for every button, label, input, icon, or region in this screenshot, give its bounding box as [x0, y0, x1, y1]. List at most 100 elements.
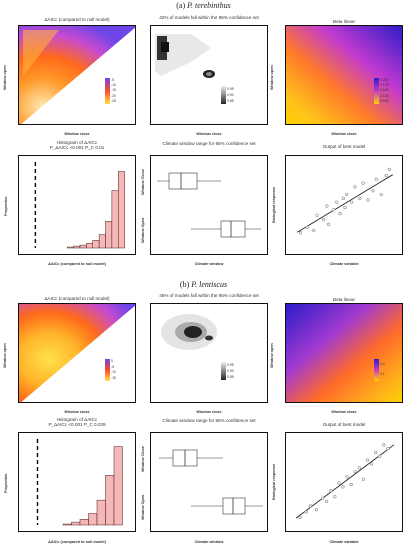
aicc-legend: 0 -5 -10 -15: [105, 359, 116, 381]
scatter-point: [314, 508, 319, 512]
scatter-point: [387, 167, 392, 171]
window-title: Climate window range for 95% confidence …: [162, 418, 256, 423]
hist-bar: [111, 190, 119, 249]
conf-title: 42% of models fall within the 95% confid…: [159, 15, 259, 20]
climate-variable-label: Climate variable: [329, 262, 359, 266]
scatter-point: [357, 466, 361, 470]
beta-heatmap: 0.200 0.175 0.150 0.125 0.100: [285, 25, 403, 125]
hist-xlabel: ΔAICc (compared to null model): [48, 262, 106, 266]
best-panel-a: [285, 155, 403, 255]
window-open-label: Window open: [3, 343, 7, 368]
window-open-axis-label: Window Open: [141, 217, 145, 243]
scatter-point: [361, 181, 365, 185]
window-title: Climate window range for 95% confidence …: [162, 141, 256, 146]
best-title: Output of best model: [322, 422, 366, 427]
species-name: P. lentiscus: [191, 280, 228, 289]
scatter-point: [320, 496, 325, 500]
hist-bar: [67, 246, 74, 249]
window-close-label: Window close: [64, 410, 90, 414]
aicc-legend: -5 -10 -15 -20 -25: [105, 78, 116, 104]
aicc-title: ΔAICc (compared to null model): [44, 296, 110, 301]
hist-bar: [73, 245, 81, 249]
hist-bar: [71, 521, 81, 526]
hist-panel-a: [18, 155, 136, 255]
hist-bar: [88, 513, 98, 526]
scatter-point: [326, 222, 331, 226]
scatter-point: [298, 231, 303, 235]
beta-title: Beta linear: [333, 19, 355, 24]
window-open-label: Window open: [3, 65, 7, 90]
beta-heatmap: 0.2 0.1: [285, 303, 403, 403]
aicc-title: ΔAICc (compared to null model): [44, 17, 110, 22]
scatter-point: [329, 489, 333, 493]
window-close-label: Window close: [196, 410, 222, 414]
scatter-point: [345, 475, 349, 479]
scatter-point: [345, 192, 349, 197]
scatter-point: [365, 458, 370, 462]
conf-heatmap: 0.95 0.90 0.85: [150, 25, 268, 125]
aicc-heatmap: 0 -5 -10 -15: [18, 303, 136, 403]
proportion-label: Proportion: [4, 473, 8, 493]
fit-line: [297, 174, 393, 233]
scatter-point: [304, 510, 308, 514]
climate-window-label: Climate window: [194, 540, 224, 544]
hist-bar: [105, 220, 113, 249]
scatter-point: [312, 228, 316, 233]
hist-bar: [92, 240, 100, 249]
window-close-axis-label: Window Close: [141, 446, 145, 472]
scatter-point: [349, 200, 354, 204]
hist-bar: [62, 523, 72, 526]
window-panel-a: [150, 155, 268, 255]
scatter-point: [374, 177, 378, 181]
window-open-label: Window open: [270, 65, 274, 90]
scatter-point: [325, 204, 329, 208]
hist-bar: [79, 519, 89, 526]
scatter-point: [349, 482, 353, 487]
hist-bar: [113, 446, 123, 526]
scatter-point: [371, 189, 375, 193]
bio-response-label: Biological response: [272, 463, 276, 500]
conf-title: 46% of models fall within the 95% confid…: [159, 293, 259, 298]
hist-bar: [105, 475, 115, 526]
bio-response-label: Biological response: [272, 186, 276, 223]
scatter-point: [358, 196, 362, 200]
conf-legend: 0.95 0.90 0.85: [221, 86, 234, 104]
scatter-point: [366, 198, 370, 202]
section-b-title: (b) P. lentiscus: [179, 280, 228, 289]
scatter-point: [335, 200, 339, 204]
scatter-point: [325, 499, 329, 503]
scatter-point: [341, 485, 345, 489]
hist-title: Histogram of ΔAICc P_ΔAICc <0.001 P_C 0.0…: [48, 417, 106, 428]
climate-variable-label: Climate variable: [329, 540, 359, 544]
scatter-point: [369, 462, 374, 466]
scatter-point: [298, 515, 302, 519]
window-panel-b: [150, 432, 268, 532]
scatter-point: [308, 504, 312, 508]
scatter-point: [378, 454, 382, 458]
scatter-point: [361, 477, 365, 481]
beta-legend: 0.2 0.1: [374, 359, 385, 381]
section-a-title: (a) P. terebinthus: [176, 1, 231, 10]
scatter-point: [373, 450, 378, 455]
beta-title: Beta linear: [333, 297, 355, 302]
hist-panel-b: [18, 432, 136, 532]
best-title: Output of best model: [322, 144, 366, 149]
scatter-point: [305, 225, 309, 229]
conf-legend: 0.95 0.90 0.85: [221, 362, 234, 380]
window-close-axis-label: Window Close: [141, 169, 145, 195]
hist-bar: [79, 244, 87, 249]
window-close-label: Window close: [196, 132, 222, 136]
best-panel-b: [285, 432, 403, 532]
scatter-point: [343, 205, 347, 210]
proportion-label: Proportion: [4, 196, 8, 216]
scatter-point: [315, 213, 319, 217]
hist-xlabel: ΔAICc (compared to null model): [48, 540, 106, 544]
aicc-heatmap: -5 -10 -15 -20 -25: [18, 25, 136, 125]
species-name: P. terebinthus: [187, 1, 231, 10]
conf-heatmap: 0.95 0.90 0.85: [150, 303, 268, 403]
scatter-point: [353, 469, 357, 474]
hist-bar: [118, 171, 125, 249]
hist-title: Histogram of ΔAICc P_ΔAICc <0.001 P_C 0.0…: [49, 140, 105, 151]
window-close-label: Window close: [331, 132, 357, 136]
hist-bar: [98, 234, 106, 249]
